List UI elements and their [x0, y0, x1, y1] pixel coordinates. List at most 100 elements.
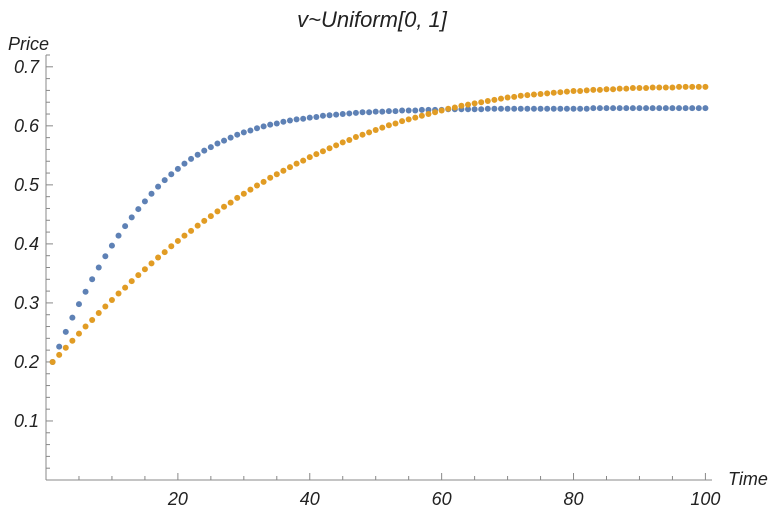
data-point [491, 96, 498, 103]
data-point [168, 243, 175, 250]
data-point [247, 127, 254, 134]
data-point [260, 123, 267, 130]
data-point [689, 105, 696, 112]
data-point [399, 107, 406, 114]
x-tick-label: 80 [564, 489, 584, 509]
y-tick-label: 0.2 [14, 352, 39, 372]
data-point [234, 131, 241, 138]
data-point [491, 105, 498, 112]
data-point [359, 131, 366, 138]
data-point [141, 198, 148, 205]
data-point [366, 109, 373, 116]
data-point [319, 148, 326, 155]
data-point [643, 105, 650, 112]
data-point [286, 164, 293, 171]
data-point [234, 194, 241, 201]
data-point [174, 237, 181, 244]
data-point [497, 95, 504, 102]
data-point [221, 137, 228, 144]
data-point [471, 106, 478, 113]
data-point [181, 232, 188, 239]
data-point [95, 264, 102, 271]
data-point [596, 86, 603, 93]
data-point [563, 88, 570, 95]
data-point [267, 174, 274, 181]
data-point [570, 105, 577, 112]
data-point [425, 106, 432, 113]
data-point [313, 151, 320, 158]
data-point [75, 330, 82, 337]
data-point [194, 222, 201, 229]
data-point [399, 118, 406, 125]
data-point [438, 107, 445, 114]
data-point [676, 105, 683, 112]
x-tick-label: 100 [690, 489, 720, 509]
chart-title: v~Uniform[0, 1] [297, 7, 448, 32]
data-point [214, 140, 221, 147]
y-tick-label: 0.1 [14, 411, 39, 431]
data-point [662, 84, 669, 91]
data-point [504, 94, 511, 101]
data-point [300, 115, 307, 122]
data-point [122, 223, 129, 230]
data-point [260, 178, 267, 185]
y-tick-label: 0.4 [14, 234, 39, 254]
data-point [379, 108, 386, 115]
y-tick-label: 0.3 [14, 293, 39, 313]
data-point [392, 108, 399, 115]
data-point [451, 104, 458, 111]
data-point [188, 155, 195, 162]
data-point [221, 203, 228, 210]
data-point [207, 213, 214, 220]
data-point [333, 142, 340, 149]
data-point [379, 124, 386, 131]
data-point [629, 85, 636, 92]
data-point [484, 98, 491, 105]
data-point [115, 290, 122, 297]
data-point [412, 114, 419, 121]
data-points [49, 83, 709, 365]
data-point [405, 116, 412, 123]
data-point [517, 92, 524, 99]
data-point [484, 105, 491, 112]
data-point [108, 242, 115, 249]
data-point [702, 83, 709, 90]
data-point [557, 105, 564, 112]
data-point [49, 358, 56, 365]
x-tick-label: 20 [167, 489, 188, 509]
x-tick-label: 60 [432, 489, 452, 509]
data-point [306, 154, 313, 161]
data-point [656, 84, 663, 91]
data-point [313, 113, 320, 120]
data-point [155, 183, 162, 190]
series-2 [49, 83, 709, 365]
data-point [577, 88, 584, 95]
data-point [629, 105, 636, 112]
data-point [128, 214, 135, 221]
data-point [583, 87, 590, 94]
data-point [122, 284, 129, 291]
data-point [405, 107, 412, 114]
y-tick-label: 0.5 [14, 175, 40, 195]
data-point [544, 105, 551, 112]
data-point [511, 105, 518, 112]
data-point [267, 121, 274, 128]
data-point [590, 86, 597, 93]
data-point [563, 105, 570, 112]
data-point [623, 105, 630, 112]
data-point [682, 105, 689, 112]
data-point [346, 110, 353, 117]
data-point [115, 232, 122, 239]
series-1 [49, 105, 709, 365]
data-point [669, 105, 676, 112]
data-point [359, 109, 366, 116]
data-point [603, 105, 610, 112]
data-point [557, 89, 564, 96]
data-point [445, 105, 452, 112]
data-point [517, 105, 524, 112]
data-point [643, 85, 650, 92]
data-point [702, 105, 709, 112]
data-point [201, 217, 208, 224]
data-point [82, 288, 89, 295]
